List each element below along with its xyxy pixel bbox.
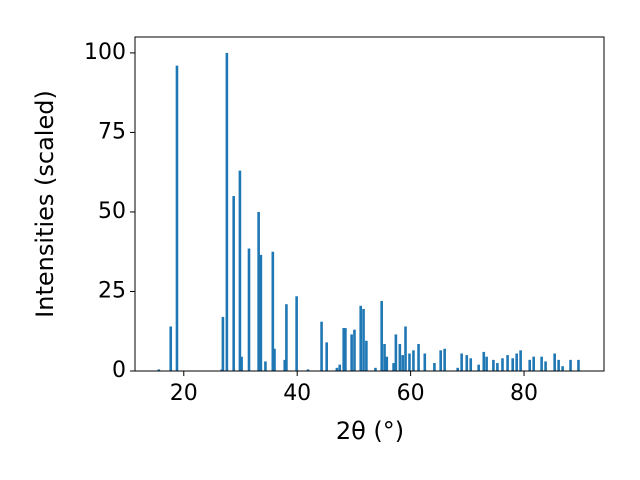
bar <box>398 343 402 371</box>
bar <box>544 361 547 371</box>
bar <box>501 358 504 371</box>
bar <box>225 52 229 372</box>
bar <box>465 355 469 371</box>
bar <box>221 316 225 371</box>
bar <box>553 353 556 371</box>
bar <box>439 350 442 371</box>
bar <box>247 248 251 371</box>
bar <box>320 321 323 371</box>
bar <box>385 356 389 371</box>
bar <box>412 350 415 371</box>
bar <box>285 304 288 371</box>
bar <box>264 361 267 371</box>
x-tick-label: 60 <box>397 381 425 406</box>
bar <box>383 343 386 371</box>
bar <box>157 369 161 371</box>
plot-area <box>157 52 580 372</box>
bar <box>394 334 398 371</box>
bar <box>380 301 383 371</box>
bar <box>519 350 522 371</box>
y-tick-label: 75 <box>98 119 126 144</box>
bar <box>232 196 235 371</box>
bar <box>359 305 363 371</box>
y-tick-label: 50 <box>98 199 126 224</box>
bar <box>423 353 427 371</box>
bar <box>557 359 560 371</box>
y-tick-label: 0 <box>112 358 126 383</box>
bar <box>460 353 463 371</box>
bar <box>295 296 298 371</box>
bar <box>443 348 446 371</box>
bar <box>506 355 509 371</box>
bar <box>240 356 243 371</box>
bar <box>392 363 395 371</box>
x-tick-label: 20 <box>170 381 198 406</box>
bar <box>335 367 339 371</box>
bar <box>528 359 532 371</box>
axes-frame <box>134 36 605 372</box>
y-axis-label: Intensities (scaled) <box>31 90 59 318</box>
bar <box>342 328 345 371</box>
bar <box>569 359 572 371</box>
bar <box>433 363 436 371</box>
bar <box>365 340 368 371</box>
bar <box>344 328 347 371</box>
bar <box>404 326 407 371</box>
bar <box>401 355 404 371</box>
bar <box>417 343 420 371</box>
bar <box>238 170 242 371</box>
bar <box>374 367 377 371</box>
bar <box>169 326 173 371</box>
bar <box>561 366 564 371</box>
x-axis-label: 2θ (°) <box>336 417 404 445</box>
bar <box>306 369 310 371</box>
bar <box>338 364 342 371</box>
bar <box>496 363 499 371</box>
bar <box>325 342 328 371</box>
bar <box>350 334 353 371</box>
x-tick-label: 80 <box>510 381 538 406</box>
bar <box>511 358 514 371</box>
y-tick-label: 25 <box>98 278 126 303</box>
bar <box>175 65 179 371</box>
bar <box>532 356 535 371</box>
bar <box>515 353 518 371</box>
bar <box>469 358 473 371</box>
bar <box>485 356 488 371</box>
bar <box>492 359 495 371</box>
y-tick-label: 100 <box>84 40 126 65</box>
x-tick-label: 40 <box>283 381 311 406</box>
bar <box>273 348 276 371</box>
bar <box>257 211 260 371</box>
bar <box>408 353 411 371</box>
bar <box>456 367 459 371</box>
bar <box>362 308 365 371</box>
bar <box>540 356 543 371</box>
bar <box>353 329 356 371</box>
bar <box>259 254 263 371</box>
bar <box>577 359 580 371</box>
bar <box>283 359 287 371</box>
bar <box>477 364 480 371</box>
bar <box>482 351 486 371</box>
bar <box>271 251 275 371</box>
